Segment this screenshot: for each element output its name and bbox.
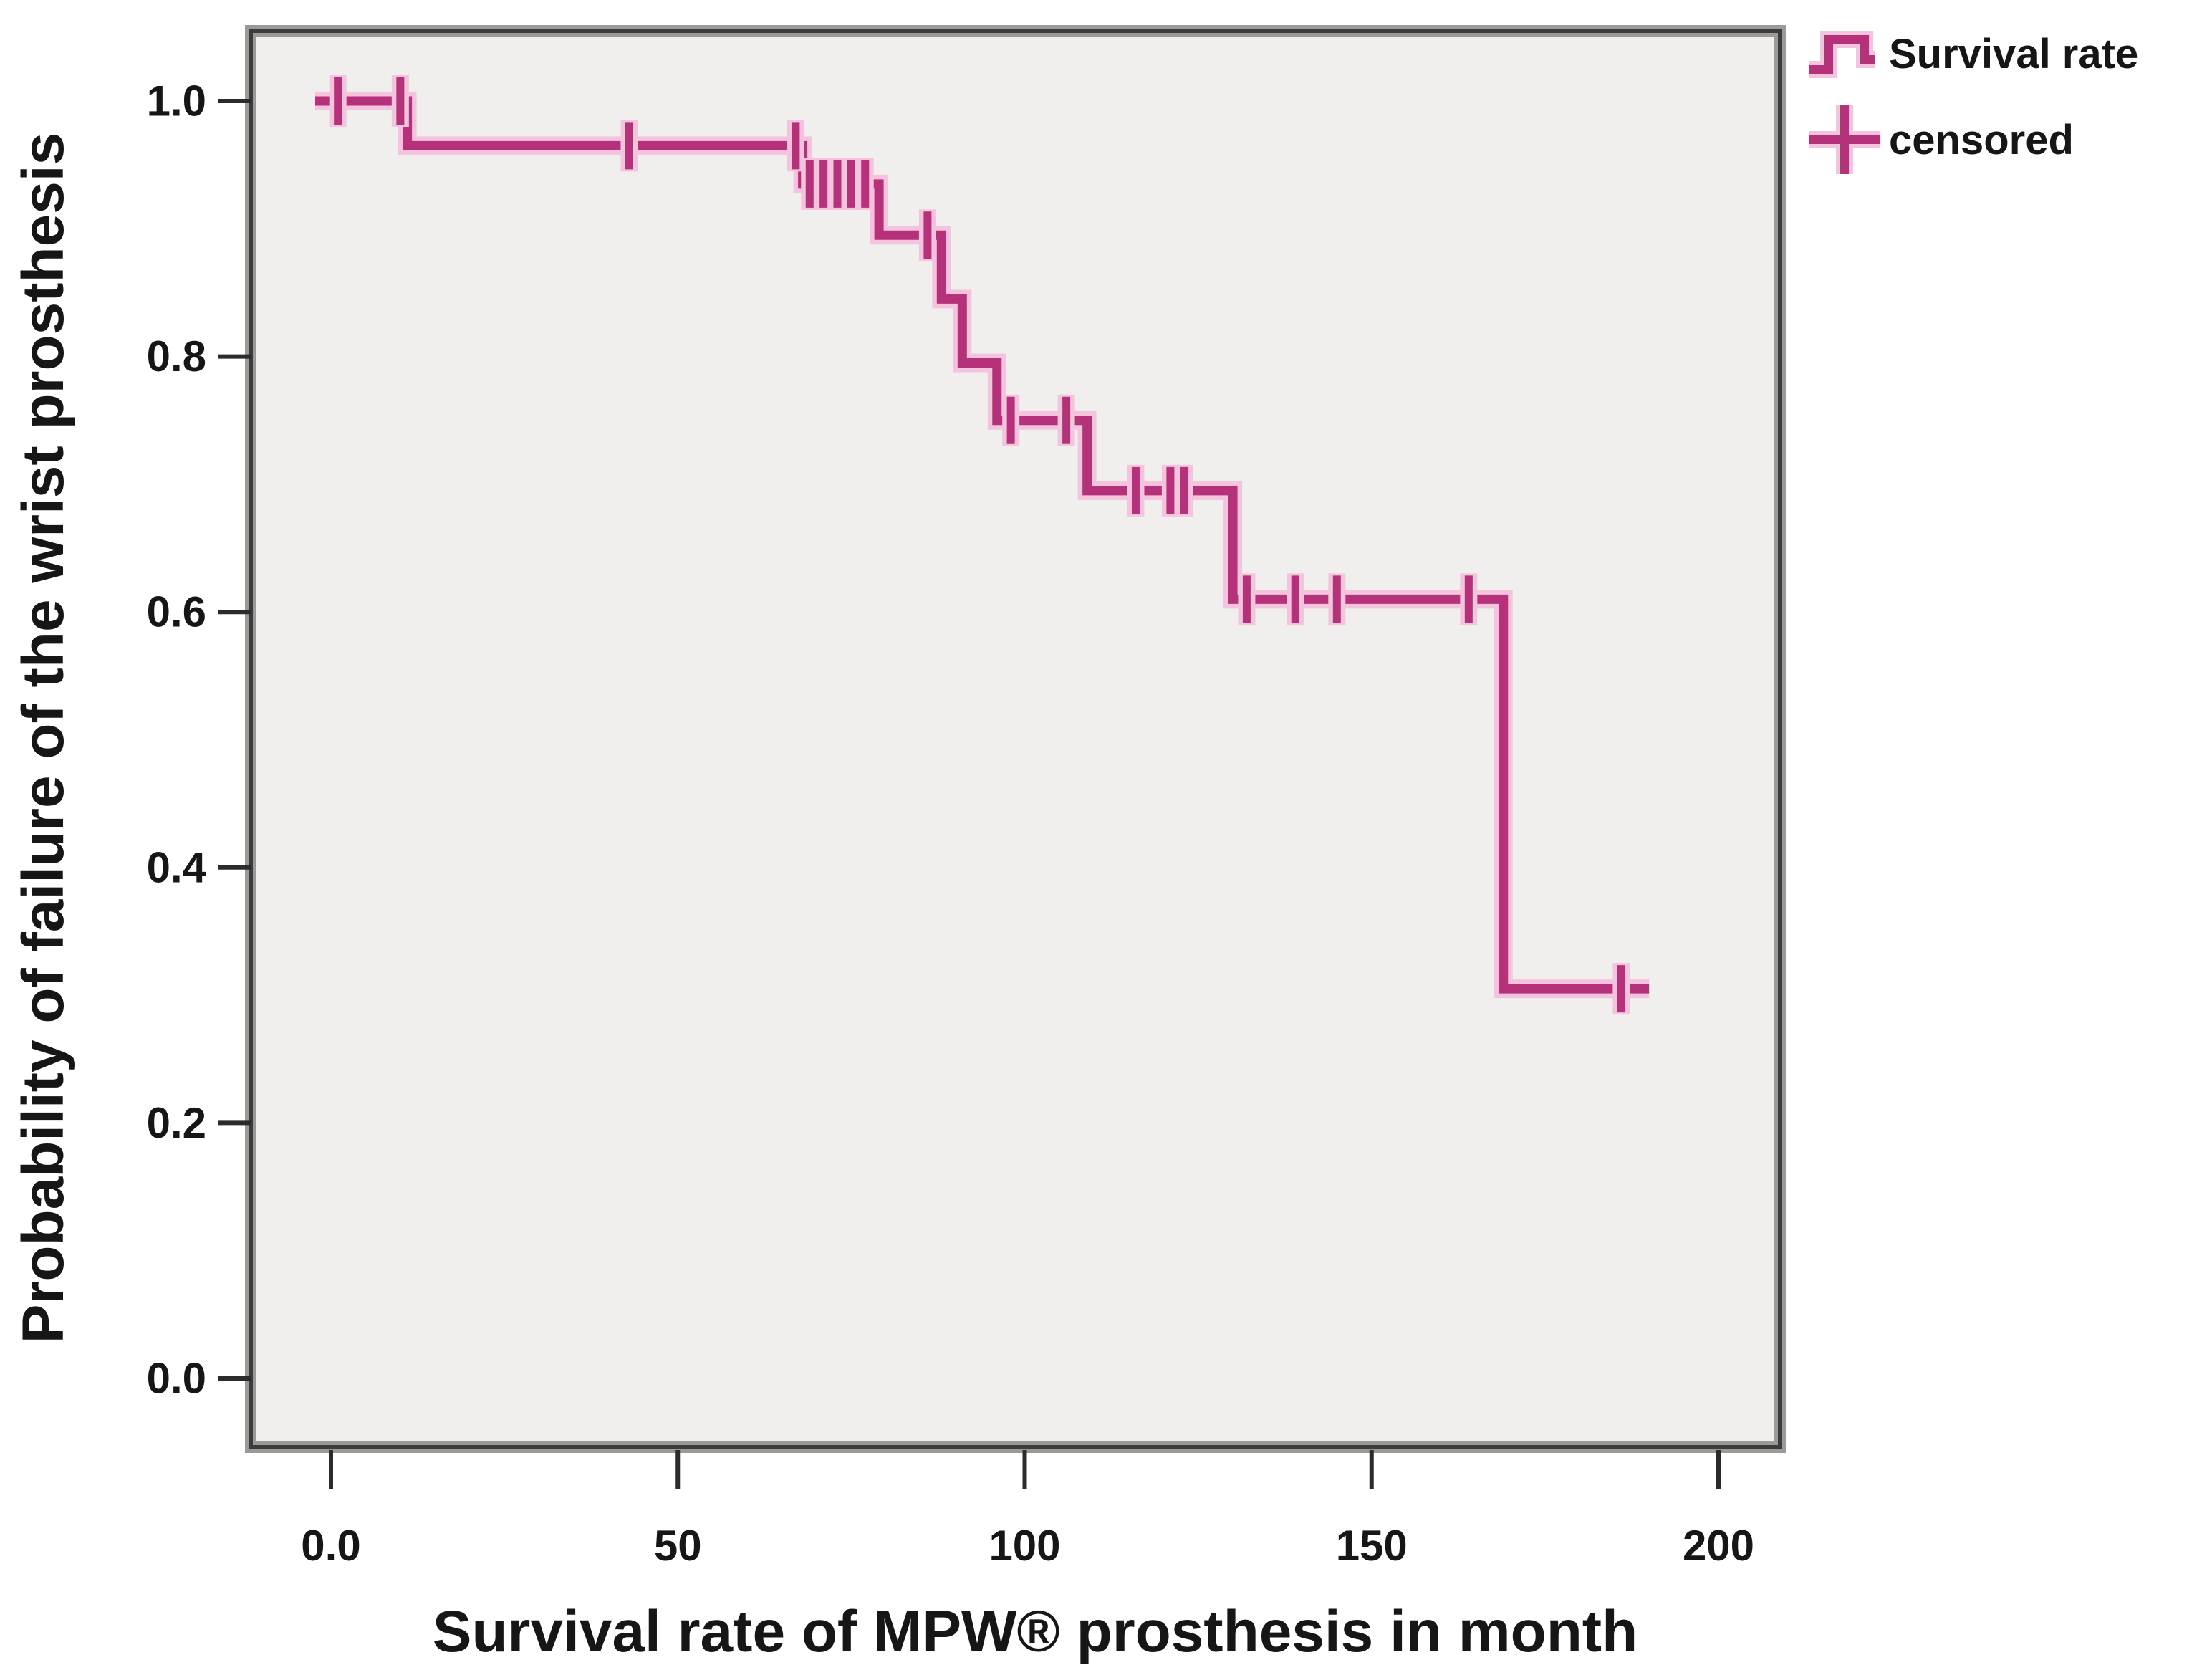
legend-label-censored: censored <box>1889 117 2074 163</box>
y-tick-label: 0.2 <box>147 1099 206 1147</box>
x-axis-tick-labels: 0.0 50 100 150 200 <box>301 1522 1754 1570</box>
legend-item-censored: censored <box>1809 105 2074 174</box>
y-axis-title: Probability of failure of the wrist pros… <box>11 133 76 1343</box>
censored-marks <box>329 75 1630 1015</box>
x-tick-label: 0.0 <box>301 1522 360 1570</box>
legend-label-survival-rate: Survival rate <box>1889 31 2138 77</box>
y-tick-label: 0.4 <box>147 843 207 891</box>
x-tick-label: 200 <box>1683 1522 1754 1570</box>
x-axis-ticks <box>329 1450 1721 1489</box>
legend: Survival rate censored <box>1809 31 2138 174</box>
plot-frame <box>245 25 1786 1453</box>
y-tick-label: 1.0 <box>147 77 206 125</box>
x-axis-title: Survival rate of MPW® prosthesis in mont… <box>433 1599 1638 1664</box>
y-tick-label: 0.8 <box>147 332 206 380</box>
legend-item-survival-rate: Survival rate <box>1809 31 2138 78</box>
x-tick-label: 150 <box>1336 1522 1408 1570</box>
y-tick-label: 0.6 <box>147 588 206 636</box>
y-tick-label: 0.0 <box>147 1355 206 1403</box>
x-tick-label: 100 <box>989 1522 1060 1570</box>
step-line-icon <box>1809 35 1875 74</box>
y-axis-tick-labels: 1.0 0.8 0.6 0.4 0.2 0.0 <box>147 77 207 1403</box>
plot-area-background <box>245 25 1786 1453</box>
y-axis-ticks <box>218 99 251 1381</box>
x-tick-label: 50 <box>654 1522 702 1570</box>
plot-area-border <box>249 29 1782 1449</box>
plus-icon <box>1809 105 1880 174</box>
